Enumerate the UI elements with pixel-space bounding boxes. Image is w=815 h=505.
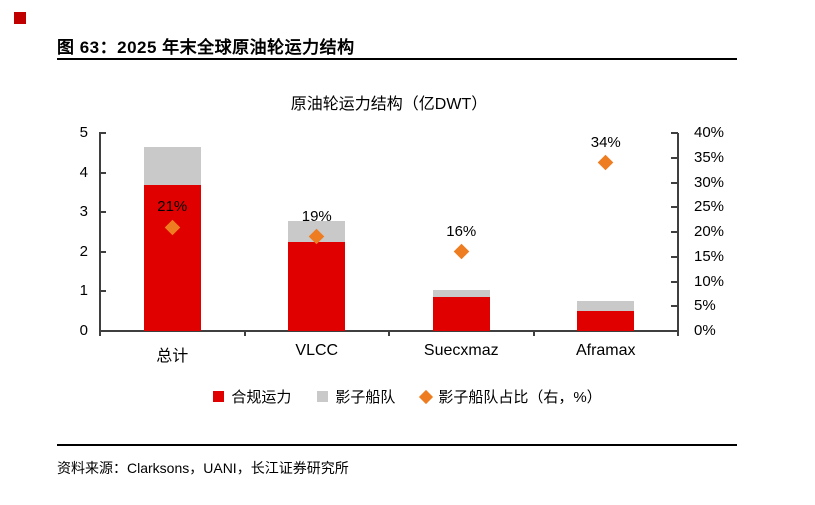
right-axis-tick-label: 10% <box>694 272 725 290</box>
bar-segment-compliant <box>143 185 201 331</box>
chart-legend: 合规运力 影子船队 影子船队占比（右，%） <box>0 386 815 407</box>
data-point-label: 16% <box>446 222 477 240</box>
right-axis-tick-label: 30% <box>694 173 725 191</box>
left-axis-tick-label: 3 <box>79 203 88 221</box>
left-value-axis <box>99 133 101 331</box>
right-axis-tick <box>671 330 678 332</box>
data-point-label: 19% <box>301 207 332 225</box>
data-point-label: 21% <box>157 198 188 216</box>
bar-segment-shadow <box>143 146 201 186</box>
legend-item-shadow: 影子船队 <box>317 386 395 407</box>
red-square-marker <box>14 12 26 24</box>
source-prefix: 资料来源： <box>57 460 127 476</box>
caption-underline <box>57 58 737 60</box>
legend-label: 影子船队 <box>335 389 396 406</box>
left-axis-tick-label: 2 <box>79 242 88 260</box>
category-label: 总计 <box>156 348 189 365</box>
legend-swatch-red-square <box>213 391 225 402</box>
left-axis-tick <box>99 330 106 332</box>
right-value-axis <box>677 133 679 331</box>
right-axis-tick <box>671 156 678 159</box>
right-axis-tick-label: 15% <box>694 247 725 265</box>
category-axis-tick <box>532 331 535 336</box>
diamond-marker <box>597 154 614 171</box>
legend-label: 合规运力 <box>231 389 292 406</box>
left-axis-tick <box>99 171 106 174</box>
figure-caption: 图 63：2025 年末全球原油轮运力结构 <box>57 38 355 57</box>
legend-label: 影子船队占比（右，%） <box>438 389 602 406</box>
right-axis-tick-label: 35% <box>694 148 725 166</box>
chart-title: 原油轮运力结构（亿DWT） <box>290 96 488 113</box>
right-axis-tick <box>671 206 678 209</box>
category-label: Aframax <box>575 342 636 359</box>
bar-segment-compliant <box>577 311 635 331</box>
category-label: Suecxmaz <box>423 342 499 359</box>
legend-item-shadow-share: 影子船队占比（右，%） <box>419 386 602 407</box>
right-axis-tick <box>671 231 678 233</box>
left-axis-tick-label: 0 <box>79 322 88 339</box>
source-line: 资料来源：Clarksons，UANI，长江证券研究所 <box>57 458 349 478</box>
right-axis-tick-label: 40% <box>694 124 725 141</box>
bar-segment-shadow <box>432 289 490 297</box>
right-axis-tick <box>671 181 678 184</box>
category-axis-tick <box>388 331 390 336</box>
category-axis-tick <box>243 331 246 336</box>
legend-item-compliant: 合规运力 <box>213 386 291 407</box>
category-axis-tick <box>677 331 679 336</box>
diamond-marker <box>453 244 470 260</box>
category-axis-tick <box>99 331 101 336</box>
left-axis-tick <box>99 250 106 253</box>
right-axis-tick-label: 20% <box>694 223 725 240</box>
left-axis-tick-label: 1 <box>79 282 88 300</box>
legend-swatch-gray-square <box>317 391 329 402</box>
right-axis-tick-label: 25% <box>694 198 725 216</box>
data-point-label: 34% <box>590 133 621 151</box>
right-axis-tick <box>671 280 678 283</box>
source-text: Clarksons，UANI，长江证券研究所 <box>127 460 349 476</box>
bar-segment-compliant <box>288 241 346 331</box>
right-axis-tick <box>671 132 678 134</box>
legend-swatch-orange-diamond <box>419 389 434 404</box>
left-axis-tick <box>99 211 106 214</box>
right-axis-tick <box>671 255 678 258</box>
source-separator-line <box>57 444 737 446</box>
left-axis-tick-label: 4 <box>79 163 88 181</box>
right-axis-tick-label: 0% <box>694 322 716 339</box>
right-axis-tick <box>671 305 678 308</box>
bar-segment-shadow <box>577 301 635 312</box>
left-axis-tick <box>99 132 106 134</box>
bar-segment-compliant <box>432 296 490 331</box>
left-axis-tick <box>99 290 106 293</box>
right-axis-tick-label: 5% <box>694 297 716 315</box>
left-axis-tick-label: 5 <box>79 124 88 141</box>
category-label: VLCC <box>295 342 339 359</box>
